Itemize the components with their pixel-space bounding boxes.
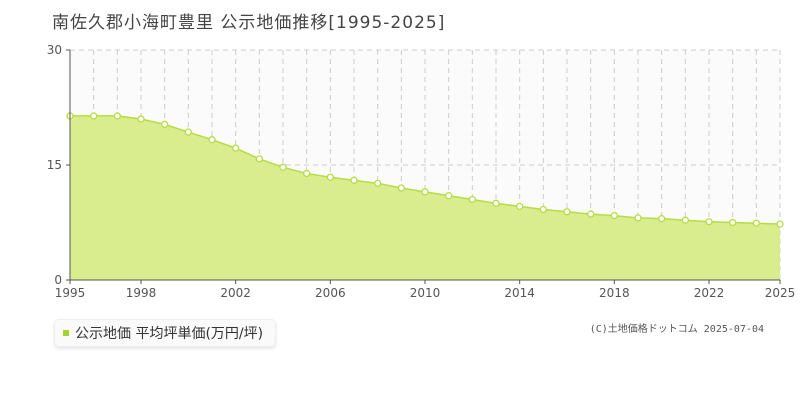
data-point: [350, 176, 358, 184]
y-tick-label: 15: [47, 158, 62, 172]
data-point: [279, 163, 287, 171]
x-tick-label: 2002: [220, 286, 251, 300]
y-tick-label: 0: [54, 273, 62, 287]
data-point: [255, 155, 263, 163]
data-point: [776, 220, 784, 228]
chart-title: 南佐久郡小海町豊里 公示地価推移[1995-2025]: [52, 13, 446, 33]
data-point: [634, 214, 642, 222]
x-tick-label: 1995: [55, 286, 86, 300]
data-point: [137, 115, 145, 123]
x-tick-label: 2010: [410, 286, 441, 300]
data-point: [610, 211, 618, 220]
data-point: [208, 136, 216, 144]
legend-swatch-icon: [63, 330, 69, 336]
data-point: [563, 208, 571, 216]
data-point: [492, 199, 500, 207]
data-point: [90, 112, 98, 120]
y-tick-label: 30: [47, 43, 62, 57]
legend-label: 公示地価 平均坪単価(万円/坪): [75, 326, 264, 342]
data-point: [468, 195, 476, 204]
data-point: [421, 188, 429, 196]
data-point: [161, 120, 169, 129]
data-point: [658, 215, 666, 223]
data-point: [729, 218, 737, 227]
data-point: [516, 202, 524, 211]
data-point: [326, 173, 334, 181]
x-tick-label: 2006: [315, 286, 346, 300]
data-point: [587, 210, 595, 218]
data-point: [184, 128, 192, 136]
data-point: [445, 192, 453, 200]
data-point: [539, 205, 547, 214]
data-point: [303, 169, 311, 178]
x-tick-label: 2014: [504, 286, 535, 300]
x-tick-label: 2018: [599, 286, 630, 300]
data-point: [752, 219, 760, 227]
x-tick-label: 2022: [694, 286, 725, 300]
data-point: [681, 216, 689, 224]
data-point: [232, 144, 240, 152]
data-point: [705, 218, 713, 226]
x-tick-label: 1998: [126, 286, 157, 300]
legend: 公示地価 平均坪単価(万円/坪): [54, 319, 277, 347]
copyright-text: (C)土地価格ドットコム 2025-07-04: [589, 324, 764, 335]
series-area: [70, 115, 780, 280]
data-point: [397, 184, 405, 192]
x-tick-label: 2025: [765, 286, 796, 300]
data-point: [113, 112, 121, 120]
data-point: [374, 179, 382, 188]
